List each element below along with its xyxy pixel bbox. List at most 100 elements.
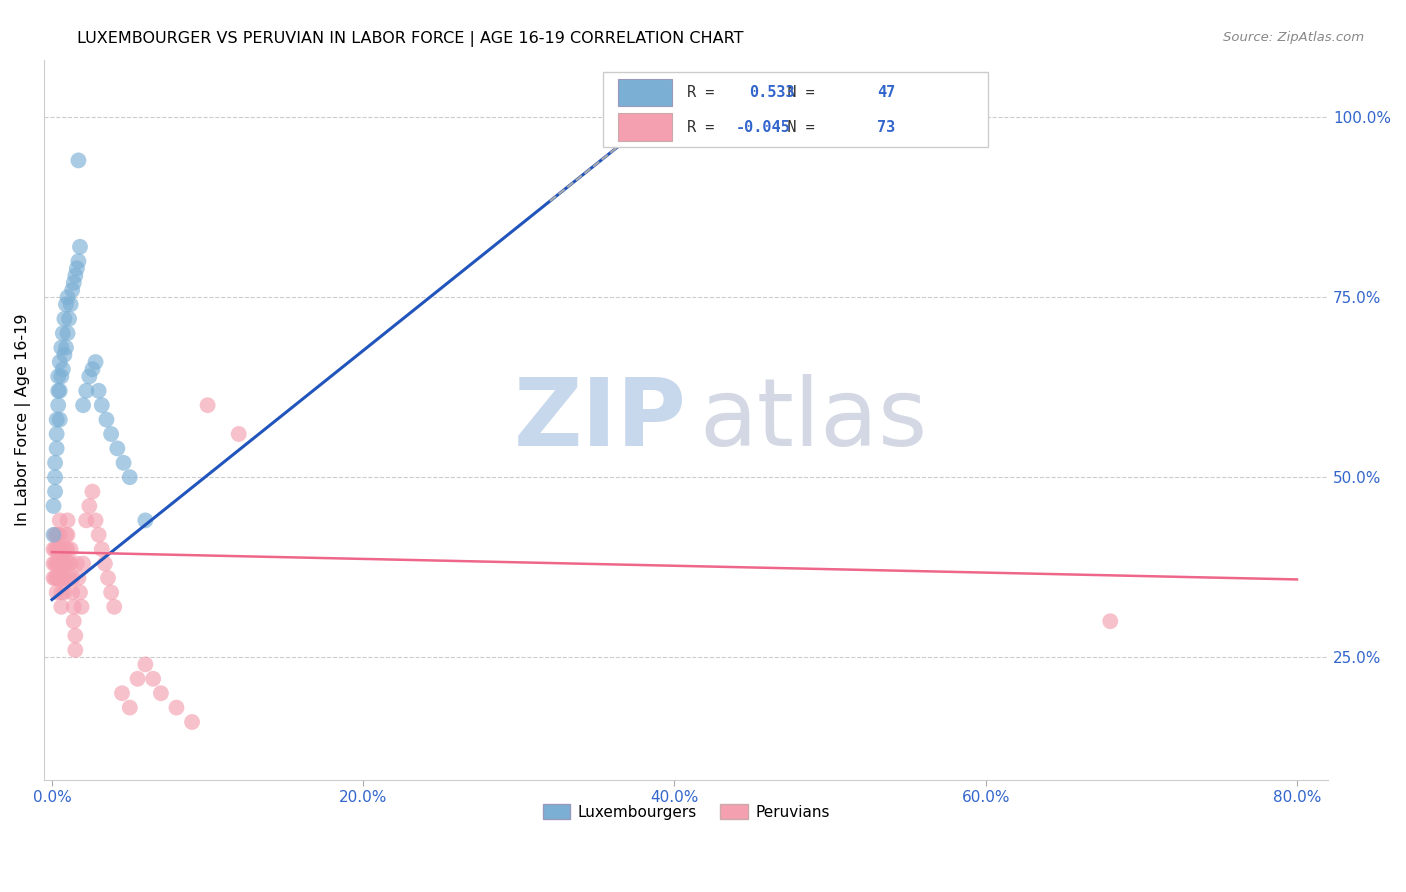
Point	[44, 484, 66, 499]
Point	[42, 542, 65, 557]
Point	[66, 557, 89, 571]
Point	[55, 341, 77, 355]
Point	[118, 700, 141, 714]
Point	[127, 672, 149, 686]
Point	[55, 557, 77, 571]
Text: 0.533: 0.533	[749, 85, 794, 100]
Point	[58, 557, 80, 571]
Point	[46, 557, 69, 571]
Point	[45, 442, 67, 456]
Point	[45, 412, 67, 426]
Point	[53, 585, 76, 599]
Point	[181, 714, 204, 729]
Point	[49, 384, 72, 398]
Point	[79, 369, 101, 384]
Point	[49, 355, 72, 369]
Point	[59, 297, 82, 311]
Point	[44, 470, 66, 484]
Point	[51, 571, 73, 585]
Point	[67, 153, 90, 168]
Point	[134, 657, 156, 672]
Point	[51, 369, 73, 384]
Point	[45, 528, 67, 542]
Point	[56, 542, 79, 557]
Point	[49, 542, 72, 557]
Point	[103, 599, 125, 614]
Point	[62, 599, 84, 614]
Point	[46, 528, 69, 542]
Text: R =        N =: R = N =	[688, 85, 852, 100]
Point	[69, 240, 91, 254]
Point	[44, 557, 66, 571]
Text: 47: 47	[877, 85, 896, 100]
Point	[52, 362, 75, 376]
Point	[112, 456, 135, 470]
Point	[42, 571, 65, 585]
Point	[69, 585, 91, 599]
Point	[134, 513, 156, 527]
FancyBboxPatch shape	[619, 78, 672, 106]
Point	[49, 412, 72, 426]
Point	[45, 557, 67, 571]
Point	[82, 484, 104, 499]
Point	[55, 528, 77, 542]
Point	[52, 542, 75, 557]
FancyBboxPatch shape	[603, 72, 988, 147]
Point	[65, 643, 87, 657]
Text: LUXEMBOURGER VS PERUVIAN IN LABOR FORCE | AGE 16-19 CORRELATION CHART: LUXEMBOURGER VS PERUVIAN IN LABOR FORCE …	[77, 31, 744, 47]
Point	[87, 384, 110, 398]
Point	[600, 132, 623, 146]
Point	[56, 528, 79, 542]
Point	[75, 513, 97, 527]
Text: 73: 73	[877, 120, 896, 135]
Point	[60, 585, 83, 599]
Legend: Luxembourgers, Peruvians: Luxembourgers, Peruvians	[537, 798, 835, 826]
Point	[105, 442, 128, 456]
Point	[58, 571, 80, 585]
Point	[65, 268, 87, 283]
Point	[51, 557, 73, 571]
Y-axis label: In Labor Force | Age 16-19: In Labor Force | Age 16-19	[15, 313, 31, 526]
Point	[42, 528, 65, 542]
Point	[166, 700, 188, 714]
Point	[60, 571, 83, 585]
Point	[59, 542, 82, 557]
Point	[44, 456, 66, 470]
Point	[49, 528, 72, 542]
Text: R =        N =: R = N =	[688, 120, 852, 135]
Point	[52, 557, 75, 571]
Point	[111, 686, 134, 700]
Point	[42, 499, 65, 513]
Point	[94, 557, 117, 571]
Point	[97, 571, 120, 585]
Point	[72, 557, 94, 571]
Point	[46, 384, 69, 398]
Point	[45, 427, 67, 442]
Point	[90, 398, 112, 412]
Point	[46, 398, 69, 412]
Point	[46, 571, 69, 585]
Point	[49, 571, 72, 585]
Point	[59, 557, 82, 571]
Point	[51, 599, 73, 614]
Point	[96, 412, 118, 426]
Point	[84, 355, 107, 369]
Point	[45, 571, 67, 585]
Point	[75, 384, 97, 398]
Point	[79, 499, 101, 513]
Point	[100, 427, 122, 442]
Point	[149, 686, 172, 700]
Point	[51, 341, 73, 355]
Text: ZIP: ZIP	[513, 374, 686, 466]
Point	[53, 571, 76, 585]
Point	[84, 513, 107, 527]
Text: Source: ZipAtlas.com: Source: ZipAtlas.com	[1223, 31, 1364, 45]
Point	[46, 369, 69, 384]
Point	[118, 470, 141, 484]
Point	[58, 311, 80, 326]
Point	[56, 513, 79, 527]
Point	[55, 542, 77, 557]
Point	[65, 629, 87, 643]
Point	[197, 398, 219, 412]
Point	[62, 614, 84, 628]
